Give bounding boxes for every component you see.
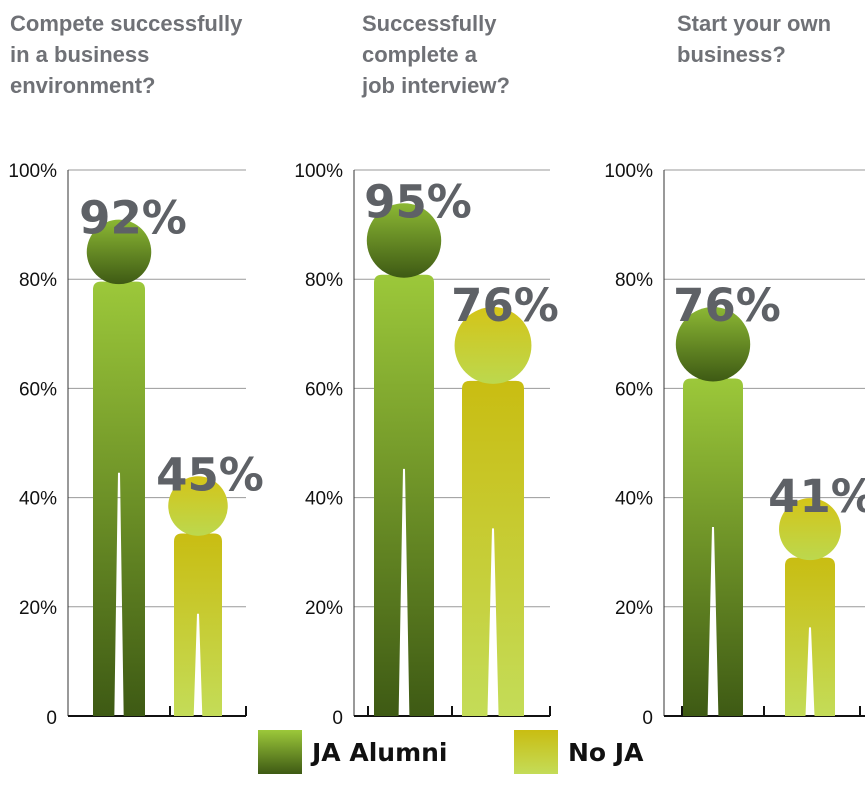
data-label: 41% [768, 470, 865, 523]
legend-item-no-ja: No JA [514, 730, 643, 774]
bar-ja-alumni [86, 219, 152, 716]
chart-2-title: Successfully complete a job interview? [362, 11, 510, 98]
figure-head [86, 219, 152, 285]
legend-label-ja-alumni: JA Alumni [312, 737, 448, 767]
figure-head [168, 476, 228, 536]
chart-3-title: Start your own business? [677, 11, 832, 67]
figure-body [174, 533, 222, 716]
y-tick-label: 80% [305, 270, 343, 291]
figure-body [374, 274, 434, 716]
figure-body [683, 378, 743, 716]
y-tick-label: 100% [604, 161, 653, 182]
figure-body [462, 380, 524, 716]
y-tick-label: 40% [305, 489, 343, 510]
y-tick-label: 20% [19, 598, 57, 619]
data-label: 92% [79, 192, 187, 245]
data-label: 45% [156, 448, 264, 501]
data-label: 76% [673, 279, 781, 332]
figure-head [675, 307, 751, 382]
y-tick-label: 40% [615, 489, 653, 510]
figure-head [366, 203, 442, 278]
legend-swatch-ja-alumni [258, 730, 302, 774]
y-tick-label: 0 [46, 708, 57, 729]
figure-head [454, 307, 532, 384]
chart-2: 0 20% 40% 60% 80% 100% 95% 76% [294, 161, 558, 729]
y-tick-label: 100% [294, 161, 343, 182]
y-tick-label: 60% [615, 379, 653, 400]
y-tick-label: 80% [615, 270, 653, 291]
legend-label-no-ja: No JA [568, 737, 644, 767]
bar-ja-alumni [675, 307, 751, 716]
y-tick-label: 100% [8, 161, 57, 182]
figure-head [779, 498, 841, 561]
y-tick-label: 40% [19, 489, 57, 510]
chart-3: 0 20% 40% 60% 80% 100% 76% 41% [604, 161, 865, 729]
legend-item-ja-alumni: JA Alumni [258, 730, 448, 774]
chart-1: 0 20% 40% 60% 80% 100% 92% 45% [8, 161, 263, 729]
y-tick-label: 20% [615, 598, 653, 619]
legend-swatch-no-ja [514, 730, 558, 774]
y-tick-label: 60% [305, 379, 343, 400]
data-label: 95% [364, 175, 472, 228]
figure-body [93, 281, 145, 716]
figure-body [785, 557, 835, 716]
bar-ja-alumni [366, 203, 442, 716]
bar-no-ja [454, 307, 532, 716]
chart-1-title: Compete successfully in a business envir… [10, 11, 243, 98]
y-tick-label: 20% [305, 598, 343, 619]
y-tick-label: 0 [332, 708, 343, 729]
bar-no-ja [779, 498, 841, 716]
bar-no-ja [168, 476, 228, 716]
y-tick-label: 80% [19, 270, 57, 291]
y-tick-label: 60% [19, 379, 57, 400]
data-label: 76% [451, 279, 559, 332]
y-tick-label: 0 [642, 708, 653, 729]
